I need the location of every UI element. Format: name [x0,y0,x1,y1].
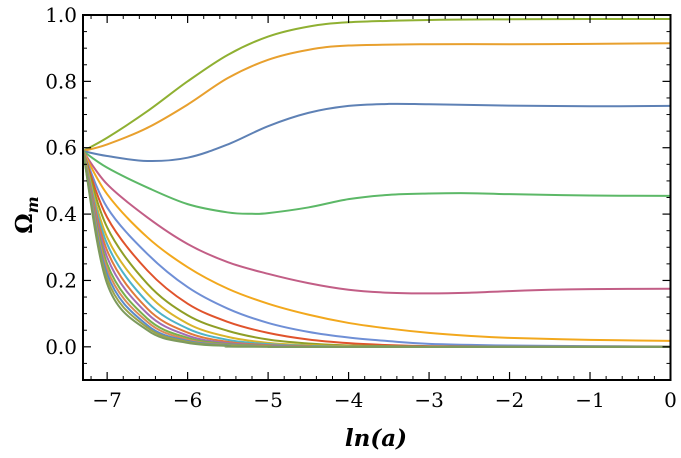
y-axis-title: Ωm [11,196,42,233]
x-tick-label: −4 [334,388,363,412]
x-tick-label: −1 [575,388,604,412]
ticks-layer: −7 −6 −5 −4 −3 −2 −1 0 0.0 0.2 0.4 0.6 0.8 1.0 [45,3,677,412]
series-line-10 [83,150,671,348]
series-line-2 [83,42,671,153]
series-line-5 [83,150,671,295]
y-tick-label: 1.0 [45,3,77,27]
x-tick-label: −2 [495,388,524,412]
x-axis-title: ln(a) [345,425,407,452]
series-line-15 [83,150,671,348]
y-tick-label: 0.4 [45,202,77,226]
series-line-13 [83,150,671,348]
x-tick-label: −3 [414,388,443,412]
series-line-16 [83,150,671,348]
series-line-3 [83,102,671,163]
x-tick-label: −7 [92,388,121,412]
series-line-17 [83,150,671,348]
series-line-14 [83,150,671,348]
series-line-12 [83,150,671,348]
series-line-8 [83,150,671,348]
series-line-1 [83,17,671,152]
x-tick-label: 0 [664,388,677,412]
y-tick-label: 0.6 [45,136,77,160]
y-tick-label: 0.2 [45,268,77,292]
series-line-9 [83,150,671,348]
y-tick-label: 0.0 [45,335,77,359]
series-line-18 [83,150,671,348]
series-layer [83,17,671,348]
series-line-4 [83,150,671,215]
y-tick-label: 0.8 [45,69,77,93]
series-line-7 [83,150,671,348]
series-line-11 [83,150,671,348]
series-line-6 [83,150,671,342]
x-tick-label: −6 [173,388,202,412]
x-tick-label: −5 [253,388,282,412]
